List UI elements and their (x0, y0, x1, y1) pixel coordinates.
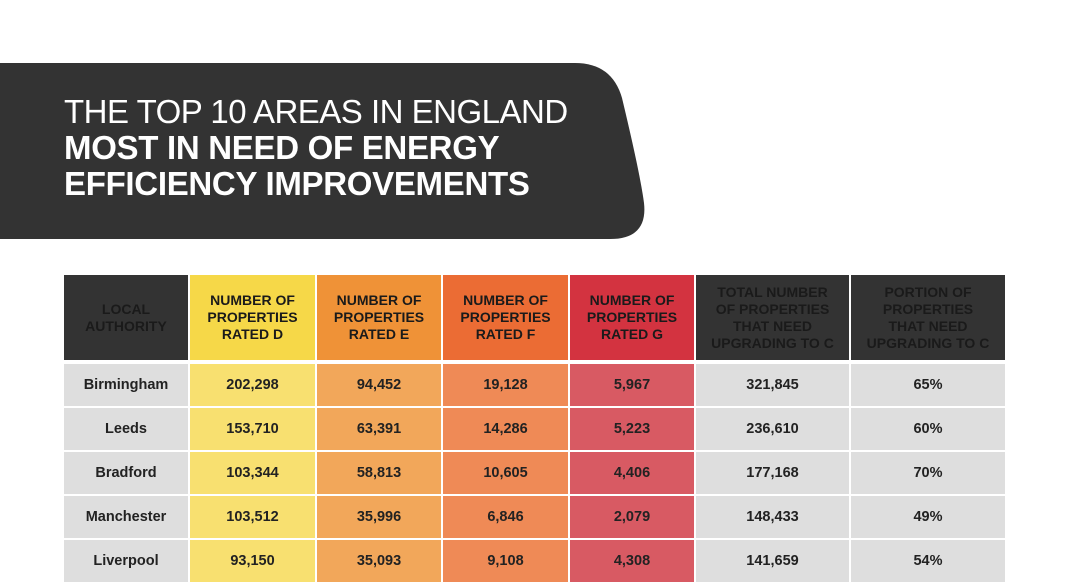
cell-authority: Bradford (64, 452, 190, 496)
cell-total: 177,168 (696, 452, 851, 496)
cell-total: 141,659 (696, 540, 851, 582)
title-line-2: MOST IN NEED OF ENERGY (64, 129, 500, 166)
cell-rated-e: 35,093 (317, 540, 443, 582)
header-rated-g: NUMBER OF PROPERTIES RATED G (570, 275, 696, 362)
cell-rated-e: 94,452 (317, 362, 443, 408)
header-rated-d: NUMBER OF PROPERTIES RATED D (190, 275, 317, 362)
cell-portion: 70% (851, 452, 1005, 496)
cell-rated-f: 9,108 (443, 540, 570, 582)
cell-portion: 54% (851, 540, 1005, 582)
cell-rated-f: 6,846 (443, 496, 570, 540)
cell-rated-f: 19,128 (443, 362, 570, 408)
cell-portion: 65% (851, 362, 1005, 408)
cell-rated-g: 5,967 (570, 362, 696, 408)
header-portion: PORTION OF PROPERTIES THAT NEED UPGRADIN… (851, 275, 1005, 362)
cell-rated-g: 4,308 (570, 540, 696, 582)
table-row: Leeds 153,710 63,391 14,286 5,223 236,61… (64, 408, 1005, 452)
title-line-1: THE TOP 10 AREAS IN ENGLAND (64, 93, 568, 130)
header-local-authority: LOCAL AUTHORITY (64, 275, 190, 362)
cell-rated-d: 93,150 (190, 540, 317, 582)
energy-efficiency-table: LOCAL AUTHORITY NUMBER OF PROPERTIES RAT… (64, 275, 1005, 582)
header-rated-e: NUMBER OF PROPERTIES RATED E (317, 275, 443, 362)
cell-rated-e: 58,813 (317, 452, 443, 496)
cell-total: 148,433 (696, 496, 851, 540)
cell-rated-e: 35,996 (317, 496, 443, 540)
header-rated-f: NUMBER OF PROPERTIES RATED F (443, 275, 570, 362)
cell-rated-d: 153,710 (190, 408, 317, 452)
title-banner (0, 63, 650, 239)
banner-shape (0, 63, 645, 239)
header-total: TOTAL NUMBER OF PROPERTIES THAT NEED UPG… (696, 275, 851, 362)
cell-authority: Manchester (64, 496, 190, 540)
cell-authority: Liverpool (64, 540, 190, 582)
cell-portion: 60% (851, 408, 1005, 452)
page-title: THE TOP 10 AREAS IN ENGLAND MOST IN NEED… (64, 94, 568, 202)
cell-total: 321,845 (696, 362, 851, 408)
cell-portion: 49% (851, 496, 1005, 540)
table-row: Liverpool 93,150 35,093 9,108 4,308 141,… (64, 540, 1005, 582)
cell-rated-g: 4,406 (570, 452, 696, 496)
cell-rated-f: 10,605 (443, 452, 570, 496)
table-row: Manchester 103,512 35,996 6,846 2,079 14… (64, 496, 1005, 540)
cell-rated-d: 103,512 (190, 496, 317, 540)
cell-rated-g: 2,079 (570, 496, 696, 540)
cell-total: 236,610 (696, 408, 851, 452)
cell-authority: Leeds (64, 408, 190, 452)
cell-rated-d: 103,344 (190, 452, 317, 496)
table-row: Bradford 103,344 58,813 10,605 4,406 177… (64, 452, 1005, 496)
header-row: LOCAL AUTHORITY NUMBER OF PROPERTIES RAT… (64, 275, 1005, 362)
cell-rated-f: 14,286 (443, 408, 570, 452)
title-line-3: EFFICIENCY IMPROVEMENTS (64, 165, 530, 202)
cell-authority: Birmingham (64, 362, 190, 408)
cell-rated-d: 202,298 (190, 362, 317, 408)
cell-rated-e: 63,391 (317, 408, 443, 452)
cell-rated-g: 5,223 (570, 408, 696, 452)
table-row: Birmingham 202,298 94,452 19,128 5,967 3… (64, 362, 1005, 408)
